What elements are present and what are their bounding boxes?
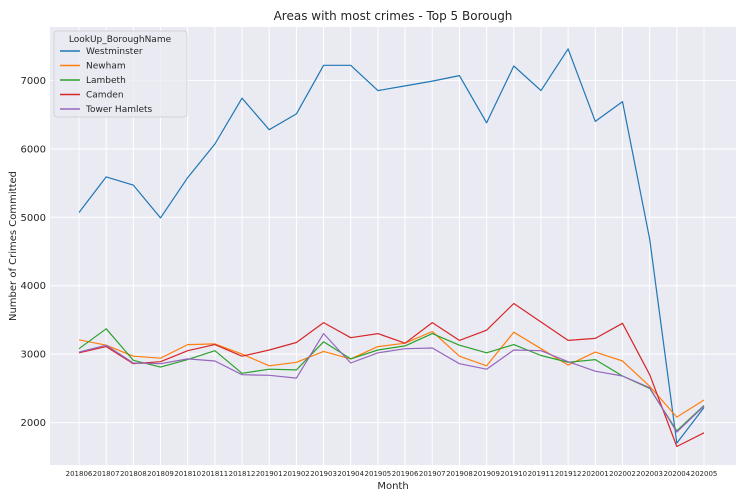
x-tick-label: 201903 [310, 470, 337, 478]
x-tick-label: 201901 [256, 470, 283, 478]
x-tick-label: 201810 [174, 470, 201, 478]
x-tick-label: 201906 [392, 470, 419, 478]
x-tick-label: 201812 [229, 470, 256, 478]
x-tick-label: 201811 [202, 470, 229, 478]
x-tick-label: 201910 [500, 470, 527, 478]
legend: LookUp_BoroughName Westminster Newham Lamb… [53, 30, 188, 118]
y-tick-label: 4000 [21, 281, 46, 292]
x-tick-label: 202002 [609, 470, 636, 478]
y-tick-label: 2000 [21, 418, 46, 429]
legend-title: LookUp_BoroughName [69, 35, 172, 45]
y-tick-label: 3000 [21, 350, 46, 361]
legend-label-newham: Newham [86, 62, 126, 72]
series-line-lambeth [78, 328, 705, 432]
series-line-tower-hamlets [78, 333, 705, 433]
legend-label-westminster: Westminster [86, 47, 143, 57]
x-tick-label: 202003 [636, 470, 663, 478]
x-tick-label: 201808 [120, 470, 147, 478]
x-tick-label: 201902 [283, 470, 310, 478]
x-tick-label: 201809 [147, 470, 174, 478]
x-tick-label: 201907 [419, 470, 446, 478]
legend-label-lambeth: Lambeth [86, 76, 126, 86]
x-tick-label: 201909 [473, 470, 500, 478]
x-tick-label: 201806 [66, 470, 93, 478]
series-lines [78, 48, 705, 448]
x-tick-label: 201912 [555, 470, 582, 478]
series-line-camden [78, 302, 705, 448]
x-axis-label: Month [377, 481, 408, 492]
y-axis-ticks: 2000 3000 4000 5000 6000 7000 [21, 76, 46, 429]
chart-title: Areas with most crimes - Top 5 Borough [274, 9, 513, 23]
y-tick-label: 7000 [21, 76, 46, 87]
x-tick-label: 202001 [582, 470, 609, 478]
series-line-newham [78, 330, 705, 418]
y-tick-label: 6000 [21, 144, 46, 155]
legend-label-camden: Camden [86, 91, 124, 101]
legend-label-tower-hamlets: Tower Hamlets [85, 105, 153, 115]
x-tick-label: 201911 [528, 470, 555, 478]
legend-box [53, 30, 188, 118]
x-tick-label: 201807 [93, 470, 120, 478]
x-tick-label: 201904 [337, 470, 364, 478]
x-axis-ticks: 201806 201807 201808 201809 201810 201811 2018… [66, 470, 718, 478]
series-line-westminster [78, 48, 705, 444]
x-tick-label: 202005 [691, 470, 718, 478]
x-tick-label: 201905 [365, 470, 392, 478]
y-tick-label: 5000 [21, 213, 46, 224]
x-tick-label: 201908 [446, 470, 473, 478]
x-tick-label: 202004 [663, 470, 690, 478]
y-axis-label: Number of Crimes Committed [8, 171, 19, 321]
